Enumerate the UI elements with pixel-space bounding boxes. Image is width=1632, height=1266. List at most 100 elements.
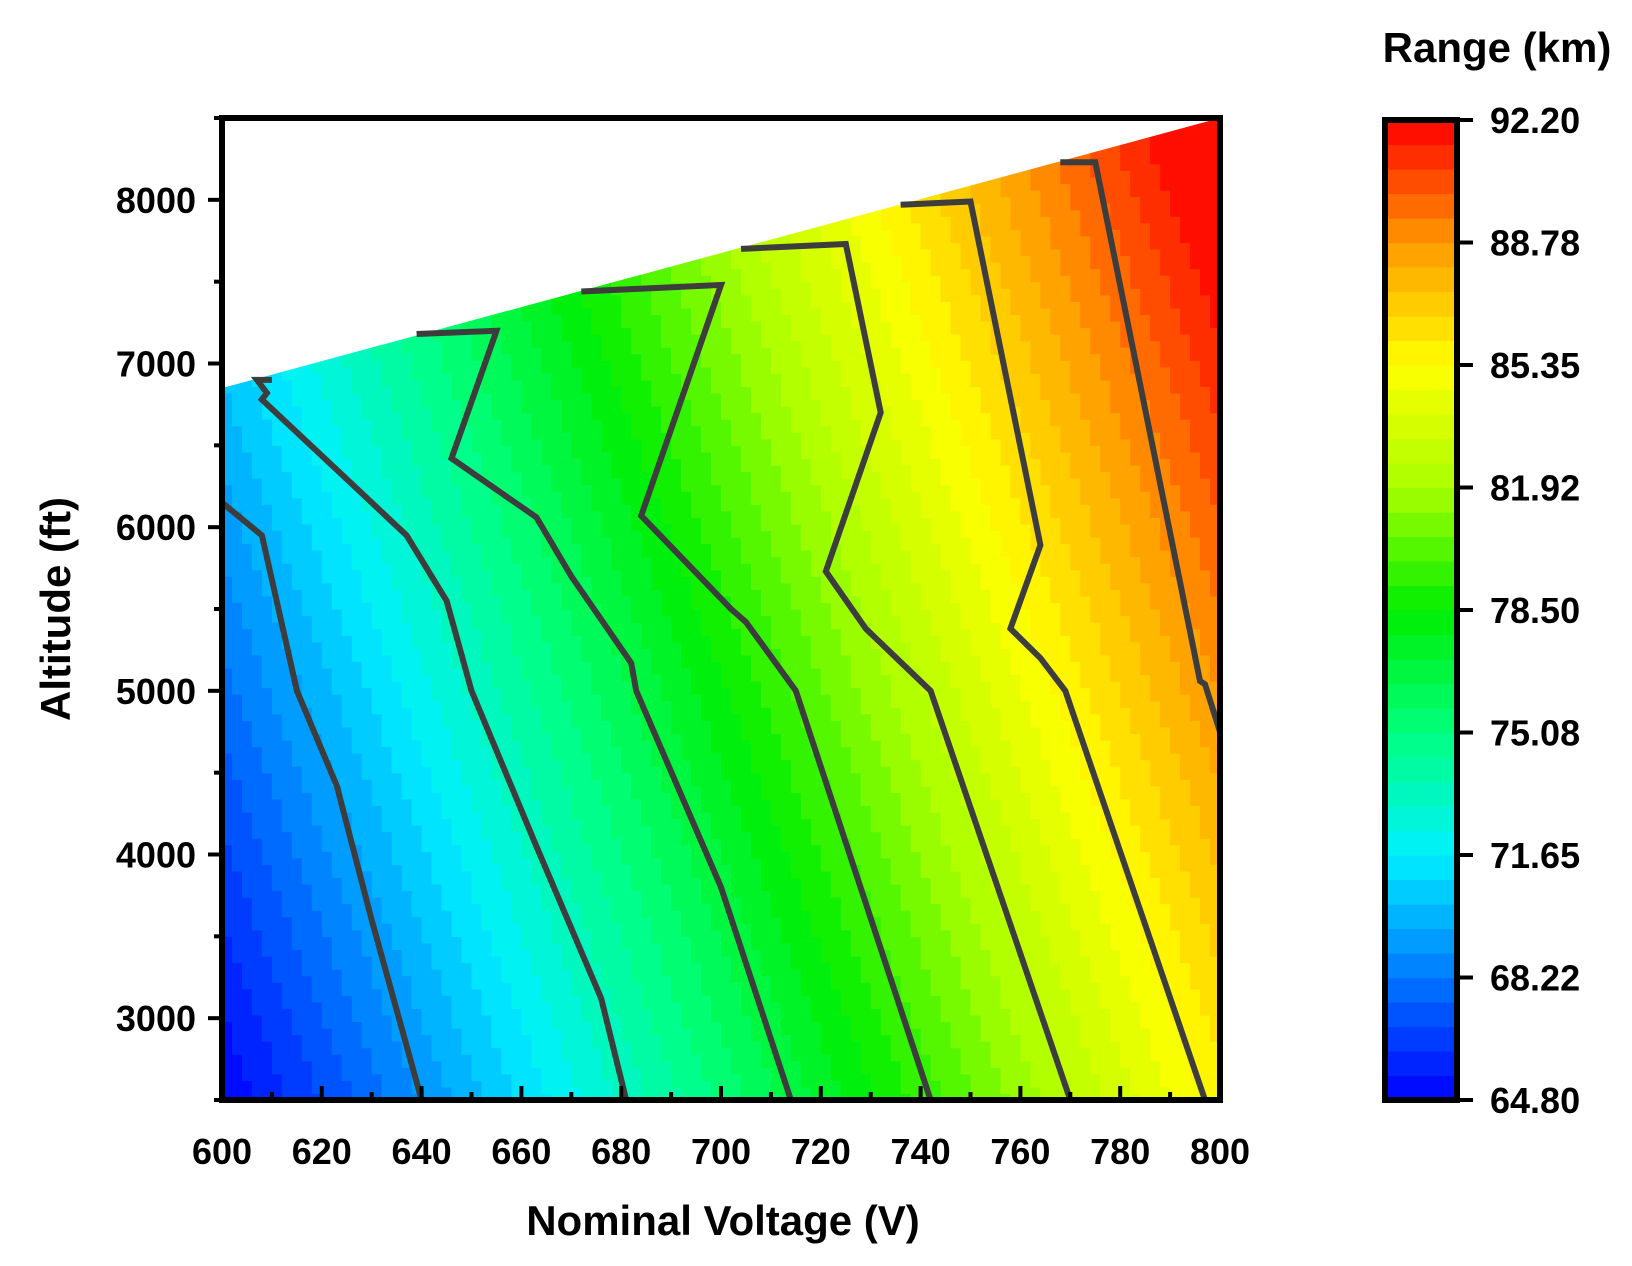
contour-cell [531,504,542,512]
contour-cell [301,563,313,571]
contour-cell [641,1054,652,1062]
contour-cell [591,726,602,734]
contour-cell [561,733,572,741]
contour-cell [241,969,253,977]
contour-cell [481,936,493,944]
contour-cell [351,766,363,774]
contour-cell [361,1080,373,1088]
contour-cell [471,425,483,433]
contour-cell [461,563,473,571]
contour-cell [441,569,453,577]
contour-cell [351,628,363,636]
contour-cell [421,458,433,466]
contour-cell [251,962,263,970]
contour-cell [501,347,513,355]
contour-cell [321,1047,333,1055]
contour-cell [471,870,483,879]
contour-cell [531,563,542,571]
contour-cell [251,595,263,604]
contour-cell [225,726,233,734]
contour-cell [381,798,393,806]
contour-cell [311,360,323,368]
contour-cell [331,772,343,780]
contour-cell [261,1034,273,1042]
contour-cell [601,955,612,964]
contour-cell [291,975,303,983]
contour-cell [441,582,453,590]
contour-cell [331,471,343,479]
contour-cell [551,438,562,446]
contour-cell [391,720,403,728]
contour-cell [341,929,353,937]
contour-cell [581,517,592,525]
contour-cell [551,910,562,918]
contour-cell [281,517,293,525]
contour-cell [501,1073,513,1081]
contour-cell [225,942,233,951]
contour-cell [521,582,532,590]
contour-cell [261,910,273,918]
contour-cell [241,438,253,446]
contour-cell [451,582,463,590]
contour-cell [261,582,273,590]
contour-cell [561,897,572,905]
contour-cell [531,412,542,420]
contour-cell [541,805,552,813]
contour-cell [225,1060,233,1068]
contour-cell [591,818,602,826]
contour-cell [461,582,473,590]
contour-cell [411,347,423,355]
contour-cell [501,530,513,538]
contour-cell [571,425,582,433]
contour-cell [225,582,233,590]
contour-cell [591,320,602,329]
contour-cell [561,556,572,564]
contour-cell [631,772,642,780]
contour-cell [351,432,363,440]
contour-cell [441,458,453,466]
contour-cell [521,536,532,545]
contour-cell [581,733,592,741]
contour-cell [541,759,552,767]
contour-cell [471,412,483,420]
contour-cell [511,609,522,617]
contour-cell [351,949,363,957]
contour-cell [591,536,602,545]
contour-cell [431,982,443,990]
contour-cell [581,975,592,983]
contour-cell [521,510,532,518]
contour-cell [261,569,273,577]
contour-cell [301,674,313,682]
contour-cell [261,831,273,839]
contour-cell [271,851,283,859]
contour-cell [391,595,403,604]
contour-cell [481,622,493,630]
contour-cell [261,530,273,538]
contour-cell [561,550,572,558]
contour-cell [381,897,393,905]
contour-cell [225,635,233,643]
contour-cell [531,936,542,944]
contour-cell [381,700,393,708]
contour-cell [371,628,383,636]
contour-cell [321,438,333,446]
contour-cell [371,386,383,394]
contour-cell [421,648,433,656]
contour-cell [521,419,532,427]
contour-cell [431,851,443,859]
contour-cell [511,877,522,885]
contour-cell [541,1008,552,1016]
contour-cell [521,563,532,571]
contour-cell [621,667,632,676]
contour-cell [591,910,602,918]
contour-cell [311,923,323,931]
contour-cell [561,903,572,911]
contour-cell [451,766,463,774]
contour-cell [321,700,333,708]
contour-cell [621,432,632,440]
contour-cell [451,825,463,833]
contour-cell [561,851,572,859]
contour-cell [541,713,552,721]
contour-cell [581,681,592,689]
contour-cell [261,1001,273,1009]
